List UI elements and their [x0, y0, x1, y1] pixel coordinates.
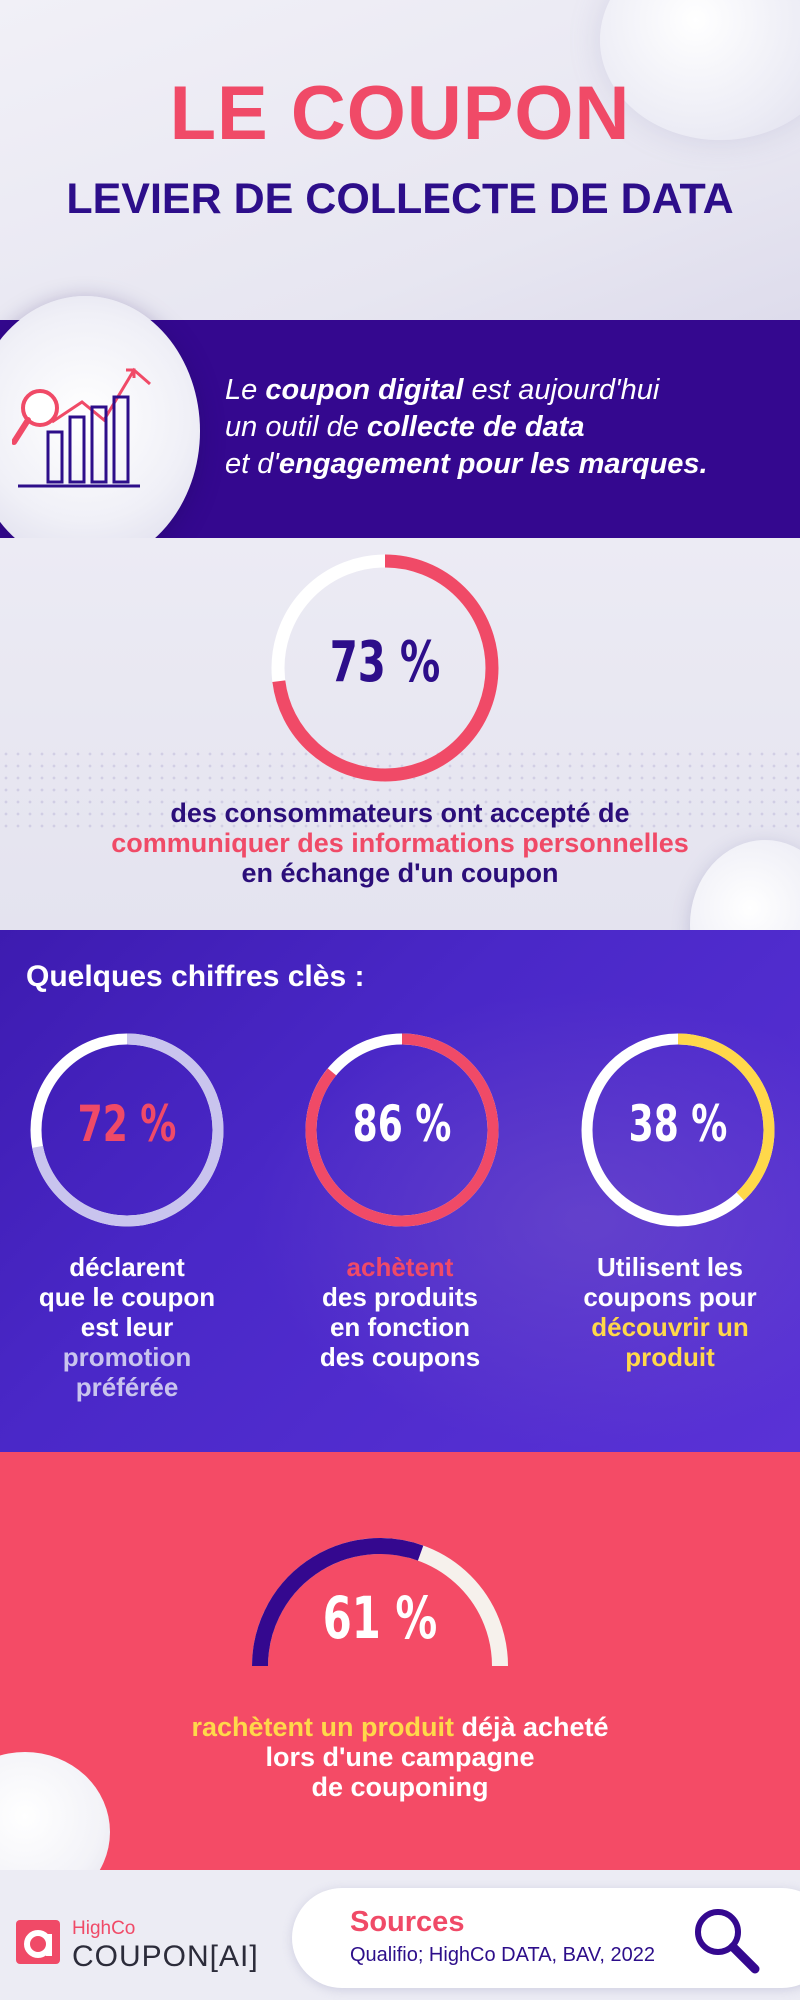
stat-73-caption: des consommateurs ont accepté de communi…: [111, 798, 689, 888]
page-title: LE COUPON: [169, 71, 631, 156]
sources-title: Sources: [350, 1906, 465, 1938]
donut-72-arc: [30, 1033, 224, 1227]
donut-38: [581, 1033, 775, 1227]
magnifier-icon: [695, 1909, 760, 1974]
dot-pattern: [0, 748, 800, 828]
stat-72-caption: déclarent que le coupon est leur promoti…: [38, 1252, 216, 1402]
donut-72: [30, 1033, 224, 1227]
donut-86-arc: [305, 1033, 499, 1227]
stat-86-caption: achètent des produits en fonction des co…: [319, 1252, 481, 1372]
stat-73-value: 73 %: [329, 630, 441, 695]
stat-38-caption: Utilisent les coupons pour découvrir un …: [583, 1252, 757, 1372]
page-subtitle: LEVIER DE COLLECTE DE DATA: [66, 175, 734, 223]
intro-block: Le coupon digital est aujourd'hui un out…: [0, 296, 800, 566]
sources-box: [292, 1888, 800, 1988]
gauge-61-arc: [252, 1538, 424, 1667]
brand-small: HighCo: [72, 1918, 136, 1939]
intro-text: Le coupon digital est aujourd'hui un out…: [225, 374, 708, 480]
intro-icon-bubble: [0, 296, 200, 566]
header-section: LE COUPON LEVIER DE COLLECTE DE DATA: [0, 0, 800, 320]
stat-38-value: 38 %: [628, 1095, 728, 1153]
donut-86: [305, 1033, 499, 1227]
donut-73-arc: [271, 554, 499, 782]
donut-38-arc: [581, 1033, 775, 1227]
stat-61-caption: rachètent un produit déjà acheté lors d'…: [191, 1712, 609, 1802]
brand-name: COUPON[AI]: [72, 1940, 259, 1973]
stat-72-value: 72 %: [77, 1095, 177, 1153]
highco-logo-icon: [16, 1920, 60, 1964]
chart-magnifier-icon: [12, 367, 151, 488]
gauge-61: [252, 1538, 508, 1667]
key-figures-title: Quelques chiffres clès :: [26, 960, 365, 993]
stat-73-section: 73 % des consommateurs ont accepté de co…: [0, 538, 800, 930]
sources-text: Qualifio; HighCo DATA, BAV, 2022: [350, 1944, 655, 1966]
stat-61-section: 61 % rachètent un produit déjà acheté lo…: [0, 1452, 800, 1870]
key-figures-section: Quelques chiffres clès : 72 % 86 % 38 % …: [0, 930, 800, 1452]
stat-86-value: 86 %: [352, 1095, 452, 1153]
donut-73: [271, 554, 499, 782]
stat-61-value: 61 %: [322, 1584, 438, 1652]
footer: HighCo COUPON[AI] Sources Qualifio; High…: [0, 1870, 800, 2000]
